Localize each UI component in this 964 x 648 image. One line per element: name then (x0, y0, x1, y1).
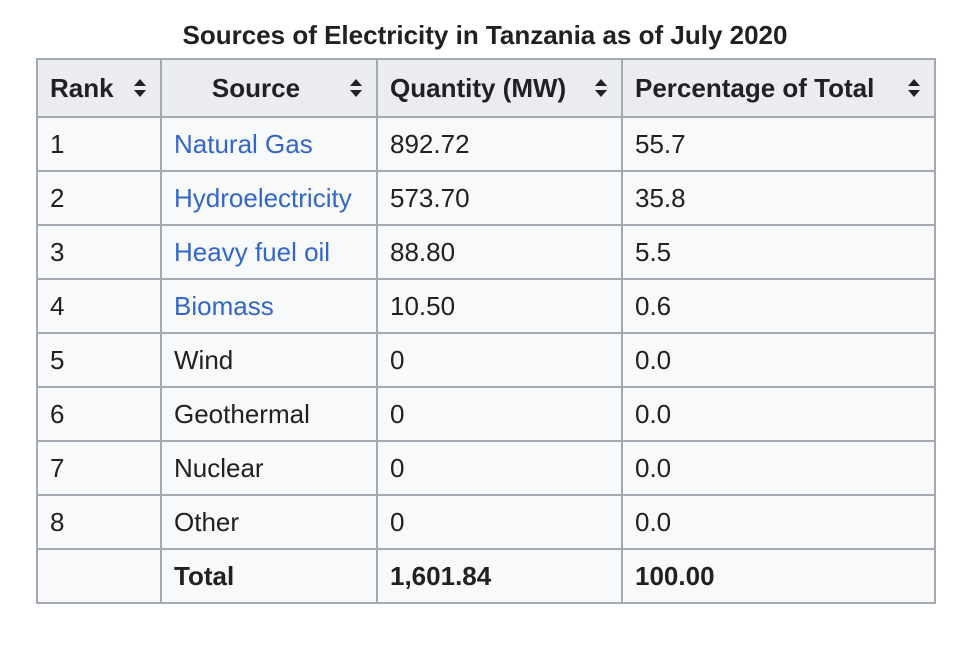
rank-cell: 7 (36, 440, 162, 496)
rank-cell: 5 (36, 332, 162, 388)
quantity-cell: 892.72 (376, 116, 623, 172)
quantity-cell: 573.70 (376, 170, 623, 226)
source-link[interactable]: Natural Gas (174, 128, 313, 159)
percentage-cell: 0.0 (621, 332, 936, 388)
source-cell: Geothermal (160, 386, 378, 442)
quantity-cell: 88.80 (376, 224, 623, 280)
source-cell: Wind (160, 332, 378, 388)
header-label: Source (211, 72, 301, 103)
percentage-cell: 0.6 (621, 278, 936, 334)
percentage-cell: 0.0 (621, 440, 936, 496)
source-link[interactable]: Heavy fuel oil (174, 236, 331, 267)
rank-cell: 4 (36, 278, 162, 334)
table-row: 7 Nuclear 0 0.0 (36, 440, 936, 496)
total-label: Total (160, 548, 378, 604)
percentage-cell: 55.7 (621, 116, 936, 172)
header-percentage[interactable]: Percentage of Total (621, 58, 936, 118)
rank-cell: 1 (36, 116, 162, 172)
rank-cell: 6 (36, 386, 162, 442)
header-label: Percentage of Total (635, 72, 875, 103)
quantity-cell: 10.50 (376, 278, 623, 334)
header-quantity[interactable]: Quantity (MW) (376, 58, 623, 118)
source-cell: Natural Gas (160, 116, 378, 172)
sort-icon[interactable] (593, 77, 609, 99)
percentage-cell: 0.0 (621, 494, 936, 550)
table-row: 2 Hydroelectricity 573.70 35.8 (36, 170, 936, 226)
source-cell: Nuclear (160, 440, 378, 496)
rank-cell: 2 (36, 170, 162, 226)
source-cell: Other (160, 494, 378, 550)
table-row: 1 Natural Gas 892.72 55.7 (36, 116, 936, 172)
quantity-cell: 0 (376, 440, 623, 496)
sort-icon[interactable] (132, 77, 148, 99)
percentage-cell: 5.5 (621, 224, 936, 280)
quantity-cell: 0 (376, 386, 623, 442)
source-cell: Biomass (160, 278, 378, 334)
header-source[interactable]: Source (160, 58, 378, 118)
total-row: Total 1,601.84 100.00 (36, 548, 936, 604)
table-caption: Sources of Electricity in Tanzania as of… (182, 20, 788, 50)
total-rank-cell (36, 548, 162, 604)
rank-cell: 3 (36, 224, 162, 280)
sort-icon[interactable] (348, 77, 364, 99)
total-quantity: 1,601.84 (376, 548, 623, 604)
source-cell: Hydroelectricity (160, 170, 378, 226)
sort-icon[interactable] (906, 77, 922, 99)
electricity-sources-table: Rank Source Quantity (36, 58, 936, 604)
rank-cell: 8 (36, 494, 162, 550)
table-row: 4 Biomass 10.50 0.6 (36, 278, 936, 334)
header-row: Rank Source Quantity (36, 58, 936, 118)
table-row: 6 Geothermal 0 0.0 (36, 386, 936, 442)
percentage-cell: 35.8 (621, 170, 936, 226)
total-percentage: 100.00 (621, 548, 936, 604)
quantity-cell: 0 (376, 332, 623, 388)
table-row: 8 Other 0 0.0 (36, 494, 936, 550)
source-link[interactable]: Hydroelectricity (174, 182, 352, 213)
quantity-cell: 0 (376, 494, 623, 550)
percentage-cell: 0.0 (621, 386, 936, 442)
table-row: 3 Heavy fuel oil 88.80 5.5 (36, 224, 936, 280)
header-label: Quantity (MW) (390, 72, 567, 103)
header-label: Rank (50, 72, 114, 103)
table-row: 5 Wind 0 0.0 (36, 332, 936, 388)
source-cell: Heavy fuel oil (160, 224, 378, 280)
source-link[interactable]: Biomass (174, 290, 274, 321)
header-rank[interactable]: Rank (36, 58, 162, 118)
